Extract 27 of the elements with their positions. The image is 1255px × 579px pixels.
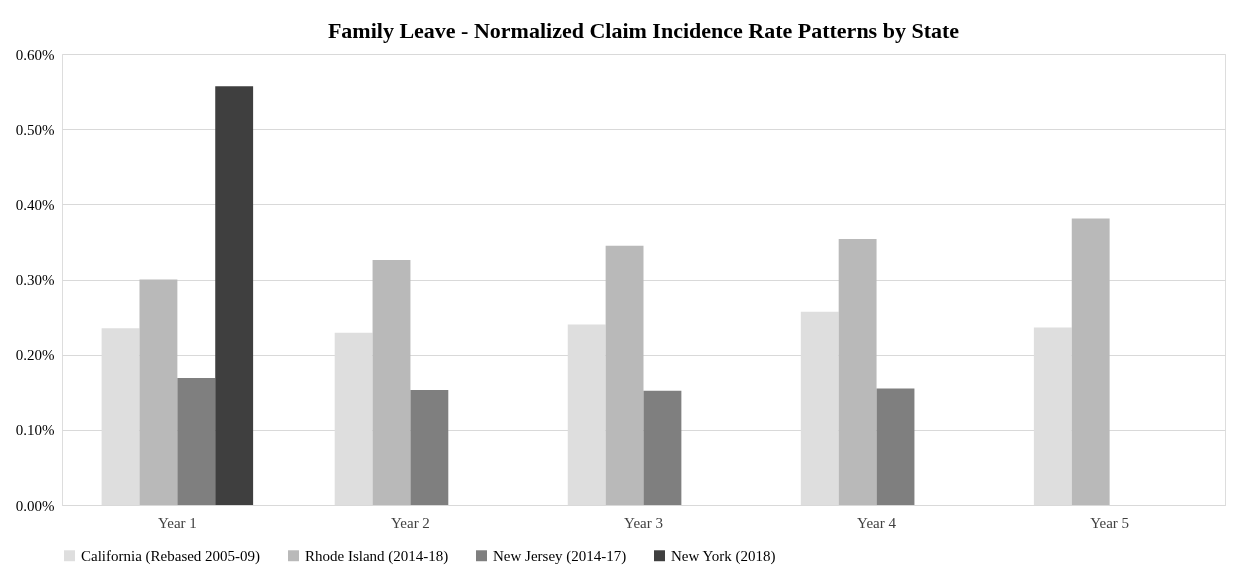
bar	[838, 238, 877, 505]
y-tick-label: 0.00%	[15, 497, 55, 514]
y-tick-label: 0.20%	[15, 347, 55, 364]
bar	[139, 279, 178, 505]
bar	[1071, 218, 1110, 505]
legend-label: New Jersey (2014-17)	[493, 547, 627, 565]
chart-title: Family Leave - Normalized Claim Incidence Rate Patterns by State	[327, 18, 960, 43]
x-tick-label: Year 5	[1090, 514, 1130, 531]
y-tick-label: 0.30%	[15, 272, 55, 288]
bar	[605, 245, 644, 505]
bar	[215, 86, 254, 505]
y-tick-label: 0.50%	[15, 121, 55, 138]
y-tick-label: 0.10%	[15, 422, 55, 439]
x-tick-label: Year 2	[390, 514, 430, 531]
y-tick-label: 0.60%	[15, 46, 55, 63]
x-tick-label: Year 1	[157, 514, 197, 531]
bar	[177, 377, 216, 505]
y-tick-label: 0.40%	[15, 196, 55, 213]
bar	[876, 388, 915, 505]
bar	[372, 259, 411, 505]
x-tick-label: Year 4	[857, 514, 897, 531]
x-tick-label: Year 3	[624, 514, 663, 531]
legend-label: California (Rebased 2005-09)	[81, 547, 261, 565]
bar	[410, 390, 449, 505]
legend-label: New York (2018)	[671, 547, 776, 565]
legend-label: Rhode Island (2014-18)	[305, 547, 449, 565]
bar	[643, 390, 682, 505]
